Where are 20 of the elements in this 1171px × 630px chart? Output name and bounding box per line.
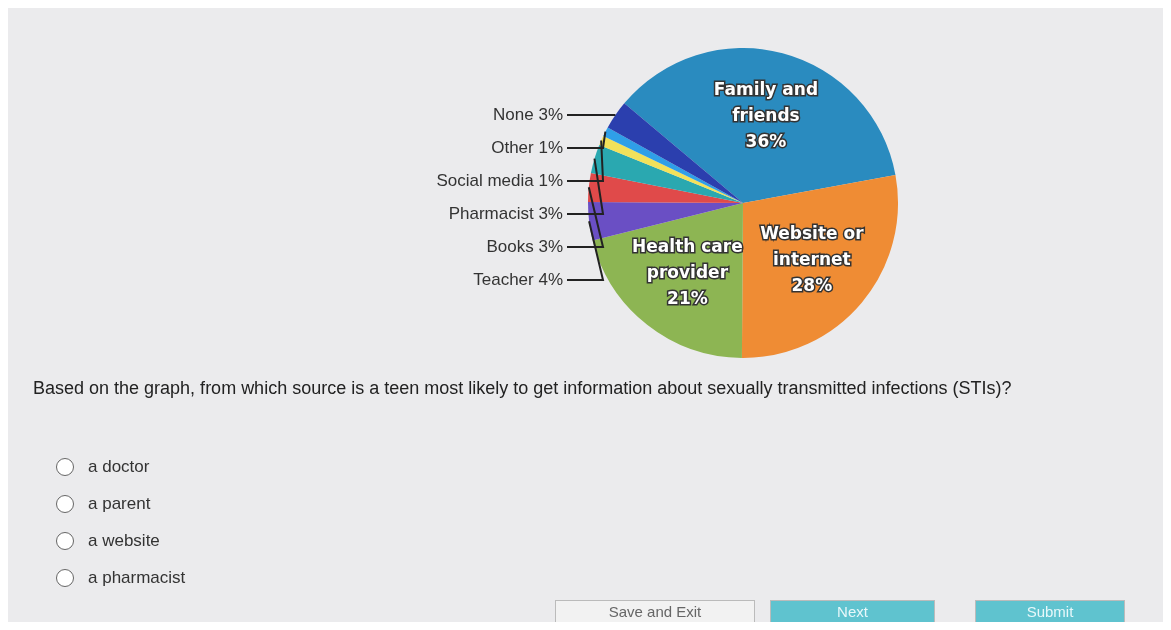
text: Based on the graph, from which source is a teen most likely to get information about sexually transmitted infections (STIs)? — [33, 377, 1013, 400]
text: a website — [88, 531, 160, 551]
slice-label: Other 1% — [491, 137, 563, 157]
slice-label: Social media 1% — [436, 170, 563, 190]
slice-label: None 3% — [493, 104, 563, 124]
slice-label: Website or internet — [760, 223, 865, 270]
text: Submit — [1026, 603, 1074, 620]
slice-label: Books 3% — [486, 236, 563, 256]
text: Save and Exit — [608, 603, 702, 620]
slice-label: Teacher 4% — [473, 269, 563, 289]
slice-label: Family and friends — [713, 78, 819, 125]
text: a pharmacist — [88, 568, 186, 588]
slice-label: Health care provider — [632, 236, 743, 283]
data-label: 28% — [791, 275, 833, 296]
data-label: 36% — [745, 130, 787, 151]
slice-label: Pharmacist 3% — [448, 203, 563, 223]
text: a parent — [88, 494, 151, 514]
text: a doctor — [88, 457, 150, 477]
data-label: 21% — [667, 288, 708, 309]
text: Next — [837, 603, 868, 620]
